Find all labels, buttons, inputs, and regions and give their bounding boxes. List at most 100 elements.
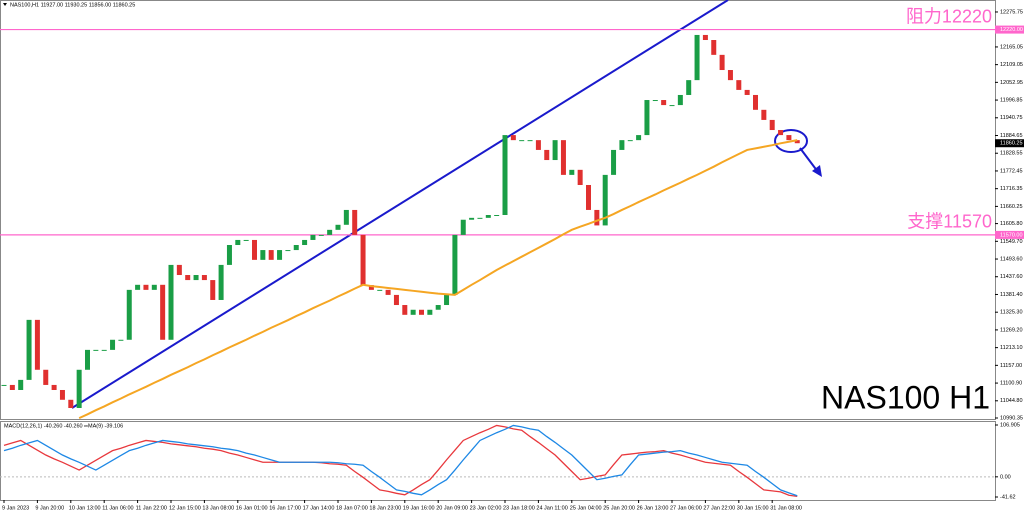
candle	[218, 264, 224, 300]
candle	[318, 234, 324, 236]
chart-title: NAS100,H1 11927.00 11930.25 11856.00 118…	[10, 2, 135, 8]
y-tick-label: 11157.00	[1000, 363, 1022, 369]
x-tick-label: 18 Jan 23:00	[369, 505, 401, 511]
y-tick-label: 11269.20	[1000, 327, 1023, 333]
candle	[419, 309, 424, 315]
y-tick-label: 106.905	[1000, 422, 1020, 428]
candle	[201, 275, 207, 281]
candle	[786, 135, 792, 141]
current-price: 11860.25	[1000, 141, 1023, 147]
candle	[368, 285, 374, 290]
arrow-head	[812, 165, 822, 177]
candle	[76, 369, 82, 408]
level-label: 11570.00	[1000, 232, 1023, 238]
candle	[769, 119, 775, 131]
candle	[744, 89, 750, 95]
candle	[360, 234, 366, 286]
candle	[310, 234, 316, 240]
level-label-box	[995, 25, 1024, 34]
candle	[26, 319, 32, 380]
candle	[193, 275, 199, 281]
candle	[569, 169, 575, 175]
candle	[101, 349, 107, 351]
x-tick-label: 25 Jan 04:00	[570, 505, 602, 511]
y-tick-label: 11325.30	[1000, 310, 1023, 316]
candle	[226, 245, 232, 265]
level-text: 阻力12220	[906, 6, 992, 26]
candle	[85, 349, 90, 370]
y-tick-label: 0.00	[1000, 474, 1011, 480]
candle	[444, 294, 450, 306]
candle	[435, 305, 441, 310]
candle	[185, 275, 191, 281]
candle	[235, 239, 241, 246]
level-label-box	[995, 230, 1024, 239]
candle	[778, 130, 784, 136]
candle	[686, 80, 692, 95]
candle	[151, 284, 157, 290]
candle	[118, 339, 124, 341]
candle	[727, 70, 733, 81]
y-tick-label: 11381.40	[1000, 292, 1023, 298]
candle	[761, 109, 767, 120]
candle	[285, 250, 291, 252]
y-tick-label: 11213.10	[1000, 345, 1023, 351]
x-tick-label: 10 Jan 13:00	[69, 505, 101, 511]
x-tick-label: 23 Jan 18:00	[503, 505, 535, 511]
y-tick-label: 11044.80	[1000, 398, 1023, 404]
candle	[527, 140, 533, 142]
candle	[168, 264, 174, 340]
candle	[711, 40, 717, 55]
candle	[460, 219, 466, 235]
candle	[644, 100, 650, 136]
candle	[352, 209, 358, 235]
watermark: NAS100 H1	[821, 379, 990, 415]
y-tick-label: 11828.55	[1000, 151, 1023, 157]
macd-frame	[0, 421, 996, 501]
y-tick-label: 12109.05	[1000, 62, 1023, 68]
x-tick-label: 27 Jan 22:00	[703, 505, 735, 511]
x-tick-label: 16 Jan 01:00	[236, 505, 268, 511]
candle	[34, 319, 40, 370]
candle	[661, 100, 667, 106]
candle	[243, 239, 249, 241]
candle	[18, 379, 24, 390]
x-tick-label: 27 Jan 06:00	[670, 505, 702, 511]
y-tick-label: 12165.05	[1000, 44, 1023, 50]
candle	[335, 224, 341, 230]
candle	[93, 349, 99, 351]
candle	[68, 399, 74, 408]
candle	[110, 339, 116, 350]
x-tick-label: 18 Jan 07:00	[336, 505, 368, 511]
y-tick-label: -41.62	[1000, 494, 1016, 500]
candle	[268, 250, 274, 260]
x-tick-label: 17 Jan 14:00	[303, 505, 335, 511]
x-tick-label: 24 Jan 11:00	[536, 505, 567, 511]
x-tick-label: 12 Jan 15:00	[169, 505, 201, 511]
candle	[402, 305, 408, 315]
y-tick-label: 11884.65	[1000, 133, 1023, 139]
price-label-box	[995, 139, 1024, 148]
candle	[510, 135, 516, 141]
y-tick-label: 11100.90	[1000, 381, 1022, 387]
candle	[677, 94, 683, 106]
candle	[669, 105, 675, 107]
main-frame	[0, 0, 996, 420]
candle	[377, 289, 383, 291]
candle	[327, 229, 333, 235]
candle	[719, 54, 725, 71]
candle	[627, 140, 633, 142]
candle	[143, 284, 149, 290]
y-tick-label: 12275.75	[1000, 9, 1023, 15]
candle	[652, 100, 658, 102]
candle	[1, 384, 7, 386]
x-tick-label: 26 Jan 13:00	[637, 505, 669, 511]
moving-average	[78, 139, 798, 420]
candle	[293, 245, 299, 251]
y-tick-label: 11772.45	[1000, 168, 1023, 174]
x-tick-label: 31 Jan 08:00	[770, 505, 802, 511]
y-tick-label: 11716.35	[1000, 186, 1023, 192]
x-tick-label: 13 Jan 08:00	[202, 505, 234, 511]
